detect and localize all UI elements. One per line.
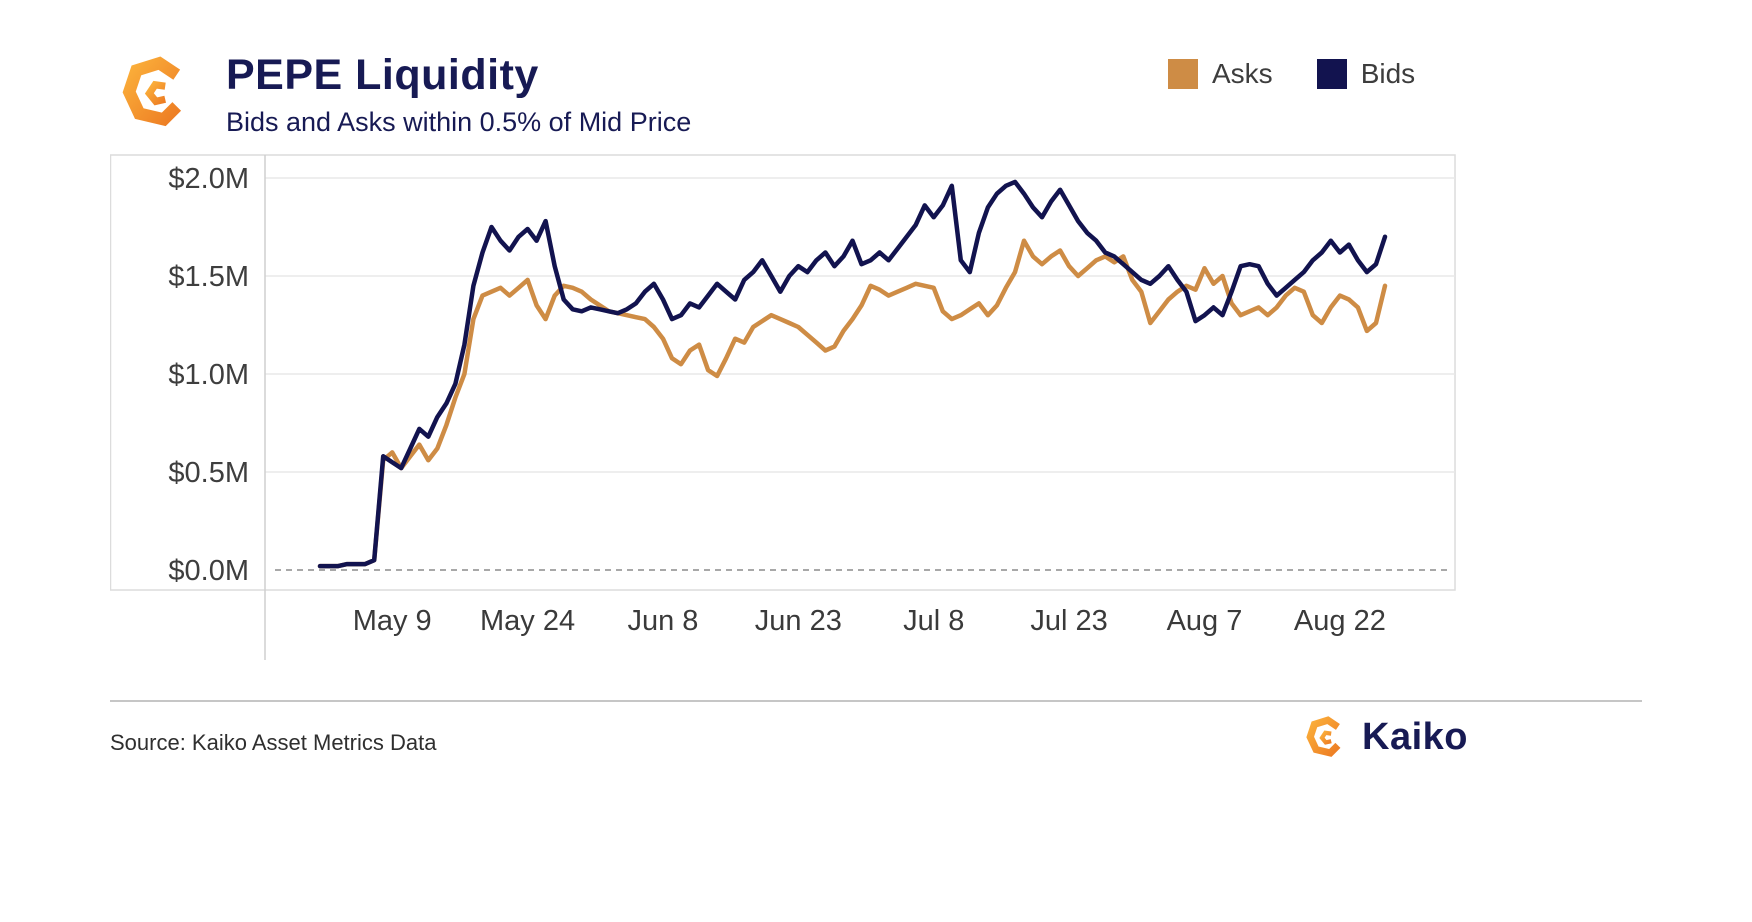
liquidity-chart: $2.0M $1.5M $1.0M $0.5M $0.0M May 9 May 24 Jun … [110, 150, 1460, 670]
bids-swatch-icon [1316, 59, 1347, 89]
series-asks-line [317, 238, 1388, 569]
asks-swatch-icon [1168, 59, 1198, 89]
legend-label-bids: Bids [1360, 58, 1416, 89]
plot-frame [110, 154, 1456, 591]
legend-label-asks: Asks [1212, 58, 1273, 89]
y-tick-label: $2.0M [168, 163, 249, 195]
source-attribution: Source: Kaiko Asset Metrics Data [110, 730, 437, 755]
y-tick-label: $0.5M [168, 457, 249, 489]
footer-divider [110, 700, 1642, 702]
header: PEPE Liquidity Bids and Asks within 0.5%… [122, 51, 692, 138]
chart-legend: Asks Bids [1168, 58, 1415, 90]
page-subtitle: Bids and Asks within 0.5% of Mid Price [226, 107, 692, 138]
x-tick-label: Jul 23 [1030, 605, 1107, 637]
legend-item-bids: Bids [1316, 58, 1416, 90]
y-tick-label: $1.0M [168, 359, 249, 391]
x-tick-label: May 24 [480, 605, 575, 637]
brand-name: Kaiko [1362, 715, 1468, 758]
kaiko-logo-icon [1306, 716, 1341, 757]
x-tick-label: Jun 23 [755, 605, 842, 637]
x-tick-label: Jul 8 [903, 605, 964, 637]
y-tick-label: $0.0M [168, 555, 249, 587]
x-tick-label: Aug 22 [1294, 605, 1386, 637]
liquidity-chart-svg: $2.0M $1.5M $1.0M $0.5M $0.0M May 9 May 24 Jun … [110, 154, 1456, 660]
legend-item-asks: Asks [1168, 58, 1273, 90]
kaiko-logo-icon [122, 56, 182, 127]
brand-footer: Kaiko [1306, 714, 1468, 760]
x-tick-label: May 9 [353, 605, 432, 637]
x-tick-label: Aug 7 [1167, 605, 1243, 637]
x-tick-label: Jun 8 [627, 605, 698, 637]
title-block: PEPE Liquidity Bids and Asks within 0.5%… [226, 51, 692, 138]
series-bids-line [317, 179, 1388, 569]
y-tick-label: $1.5M [168, 261, 249, 293]
page-title: PEPE Liquidity [226, 51, 539, 99]
